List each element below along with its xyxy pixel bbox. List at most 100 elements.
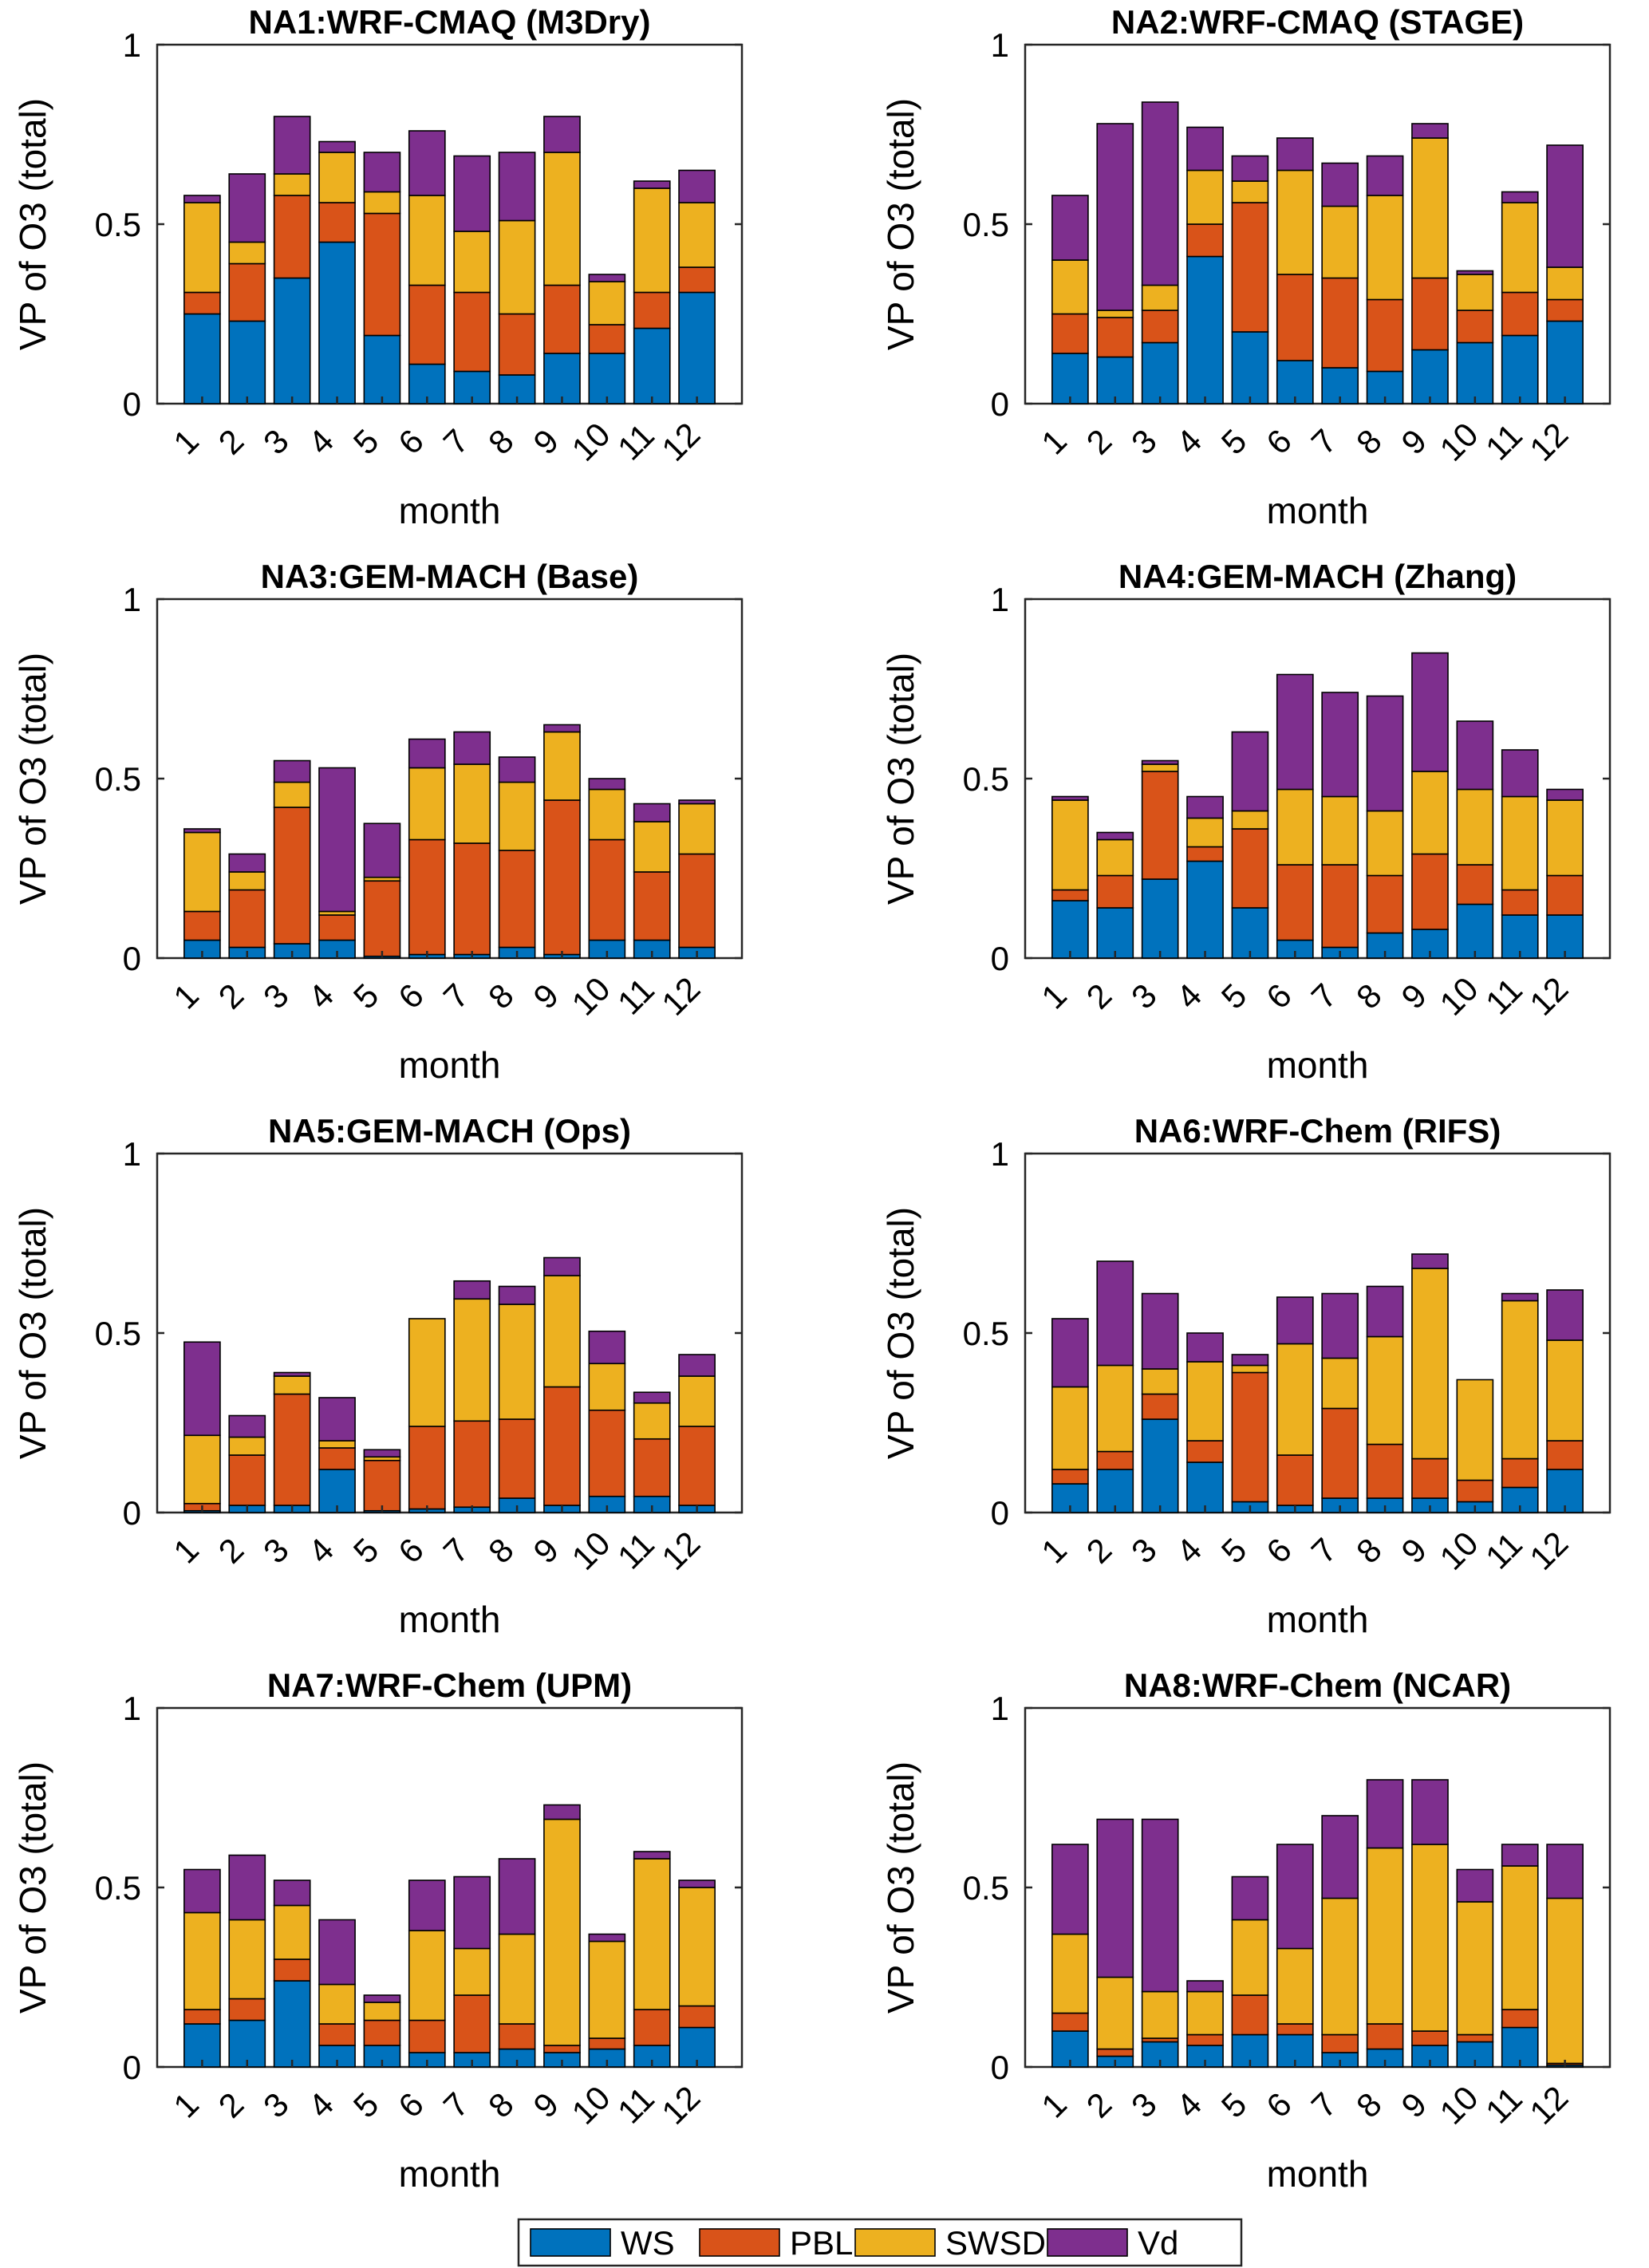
bar-ws-month-1	[1051, 900, 1089, 959]
x-tick-label: 7	[436, 422, 476, 462]
y-tick-label: 1	[991, 1135, 1009, 1173]
bar-pbl-month-11	[1501, 1457, 1539, 1489]
y-tick-label: 1	[991, 1690, 1009, 1727]
panel-3: NA3:GEM-MACH (Base) 0 0.5 1 VP of O3 (total)…	[12, 558, 744, 1086]
x-tick-label: 5	[346, 2085, 386, 2125]
x-tick-label: 9	[1394, 422, 1434, 462]
x-tick-label: 7	[1304, 1531, 1344, 1571]
bar-swsd-month-4	[1186, 169, 1224, 225]
bar-vd-month-4	[1186, 795, 1224, 819]
bar-vd-month-9	[543, 1804, 581, 1820]
bar-swsd-month-11	[1501, 1300, 1539, 1460]
bar-vd-month-11	[633, 180, 671, 189]
bar-vd-month-1	[1051, 1844, 1089, 1935]
x-tick-label: 12	[654, 416, 707, 468]
x-tick-label: 1	[166, 422, 206, 462]
x-tick-label: 2	[1079, 1531, 1119, 1571]
bar-vd-month-10	[1456, 270, 1494, 275]
bar-pbl-month-1	[1051, 2012, 1089, 2032]
x-tick-label: 2	[211, 976, 251, 1016]
bar-swsd-month-6	[1276, 788, 1314, 866]
bar-swsd-month-3	[1141, 763, 1179, 772]
bar-vd-month-8	[498, 1285, 536, 1305]
y-tick-label: 0.5	[963, 1869, 1009, 1907]
y-tick-label: 0	[123, 940, 141, 977]
bar-swsd-month-4	[1186, 1361, 1224, 1442]
bar-pbl-month-10	[588, 838, 626, 941]
bar-swsd-month-11	[633, 1858, 671, 2010]
y-axis-label: VP of O3 (total)	[12, 1761, 53, 2014]
bar-vd-month-9	[1411, 652, 1449, 772]
bar-vd-month-2	[228, 1854, 266, 1921]
bar-vd-month-6	[1276, 1296, 1314, 1345]
bar-ws-month-3	[273, 1980, 311, 2068]
bar-ws-month-3	[1141, 1418, 1179, 1513]
bar-swsd-month-2	[228, 1919, 266, 2000]
bar-vd-month-7	[453, 1876, 491, 1950]
x-tick-label: 8	[1349, 976, 1389, 1016]
legend-swatch-swsd	[854, 2228, 936, 2257]
bar-pbl-month-9	[543, 1386, 581, 1506]
bar-ws-month-11	[1501, 334, 1539, 404]
bar-swsd-month-2	[1096, 838, 1134, 877]
bar-swsd-month-6	[1276, 1343, 1314, 1456]
bar-swsd-month-11	[633, 821, 671, 873]
bar-swsd-month-6	[408, 767, 446, 841]
x-tick-label: 8	[481, 1531, 521, 1571]
bar-swsd-month-1	[183, 1434, 221, 1505]
bar-vd-month-10	[588, 1330, 626, 1365]
bar-pbl-month-9	[543, 2045, 581, 2053]
x-tick-label: 5	[1214, 976, 1254, 1016]
bar-vd-month-2	[228, 1414, 266, 1438]
bar-swsd-month-2	[1096, 310, 1134, 318]
bar-ws-month-2	[1096, 907, 1134, 959]
x-axis-label: month	[1267, 1044, 1369, 1086]
bar-swsd-month-7	[453, 1298, 491, 1422]
bar-ws-month-1	[1051, 353, 1089, 404]
bar-pbl-month-12	[678, 853, 716, 949]
bar-vd-month-8	[498, 152, 536, 222]
bar-swsd-month-2	[1096, 1976, 1134, 2050]
bar-vd-month-4	[1186, 1980, 1224, 1993]
x-tick-label: 9	[526, 976, 566, 1016]
x-tick-label: 5	[1214, 1531, 1254, 1571]
bar-swsd-month-10	[1456, 1379, 1494, 1481]
panel-4: NA4:GEM-MACH (Zhang) 0 0.5 1 VP of O3 (total…	[880, 558, 1612, 1086]
x-tick-label: 5	[346, 422, 386, 462]
x-tick-label: 3	[1124, 2085, 1164, 2125]
x-tick-label: 10	[564, 970, 617, 1023]
bar-swsd-month-12	[1546, 1339, 1584, 1442]
bar-vd-month-9	[543, 1256, 581, 1276]
x-tick-label: 9	[526, 2085, 566, 2125]
bar-vd-month-3	[273, 1371, 311, 1377]
bar-swsd-month-12	[1546, 266, 1584, 301]
x-tick-label: 2	[211, 1531, 251, 1571]
x-tick-label: 1	[1034, 976, 1074, 1016]
bar-pbl-month-7	[453, 1994, 491, 2053]
bar-vd-month-5	[363, 1449, 401, 1458]
bar-swsd-month-9	[543, 1818, 581, 2046]
bar-swsd-month-4	[1186, 1990, 1224, 2036]
bar-pbl-month-6	[1276, 2023, 1314, 2036]
bar-vd-month-4	[318, 140, 356, 153]
x-tick-label: 7	[436, 2085, 476, 2125]
bar-pbl-month-5	[1231, 1994, 1269, 2036]
bar-pbl-month-6	[1276, 1454, 1314, 1506]
bar-pbl-month-4	[1186, 223, 1224, 258]
x-tick-label: 2	[1079, 422, 1119, 462]
bar-pbl-month-5	[363, 212, 401, 337]
x-tick-label: 1	[1034, 422, 1074, 462]
bar-swsd-month-2	[228, 241, 266, 265]
bar-vd-month-1	[183, 1868, 221, 1914]
x-tick-label: 2	[211, 2085, 251, 2125]
bar-swsd-month-1	[1051, 799, 1089, 891]
y-tick-label: 0.5	[95, 1315, 141, 1352]
bar-pbl-month-9	[1411, 1457, 1449, 1499]
bar-swsd-month-8	[498, 1933, 536, 2025]
bar-pbl-month-4	[318, 914, 356, 941]
bar-pbl-month-5	[1231, 1371, 1269, 1503]
bar-pbl-month-11	[1501, 889, 1539, 916]
bar-vd-month-8	[1366, 1285, 1404, 1338]
bar-pbl-month-2	[1096, 1450, 1134, 1470]
bar-vd-month-1	[183, 195, 221, 203]
